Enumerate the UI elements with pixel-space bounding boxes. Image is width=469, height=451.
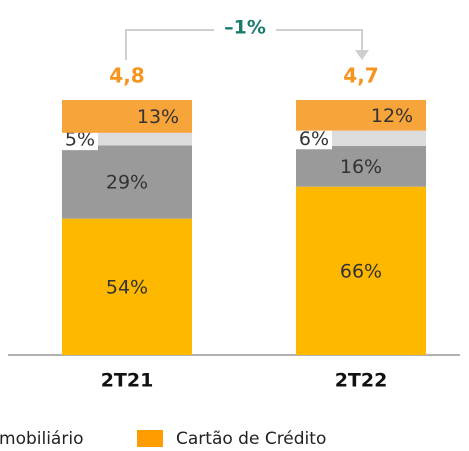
annotation: –1% <box>125 17 369 60</box>
bracket <box>276 29 363 52</box>
x-tick-label: 2T22 <box>335 370 388 392</box>
bar-label: 12% <box>371 105 413 127</box>
legend-label: Imobiliário <box>0 429 83 449</box>
label-bg <box>62 128 98 151</box>
bar-label: 66% <box>340 260 382 282</box>
bar-label: 13% <box>137 106 179 128</box>
total-label: 4,7 <box>343 64 378 88</box>
label-bg <box>296 127 332 150</box>
bar-segment <box>296 100 426 131</box>
bar-segment <box>62 145 192 219</box>
bar-segment <box>296 145 426 187</box>
arrow-head <box>355 50 369 60</box>
legend-label: Cartão de Crédito <box>176 429 326 449</box>
legend-swatch <box>137 430 163 447</box>
bar-segment <box>62 100 192 133</box>
bar-segment <box>62 218 192 355</box>
x-tick-label: 2T21 <box>101 370 154 392</box>
bar-label: 54% <box>106 276 148 298</box>
bar-label: 6% <box>299 128 329 150</box>
bracket <box>125 29 214 60</box>
annotation-text: –1% <box>224 17 266 39</box>
bar-label: 5% <box>65 129 95 151</box>
bar-segment <box>296 186 426 355</box>
total-label: 4,8 <box>109 64 144 88</box>
bar-label: 16% <box>340 156 382 178</box>
bar-label: 29% <box>106 172 148 194</box>
